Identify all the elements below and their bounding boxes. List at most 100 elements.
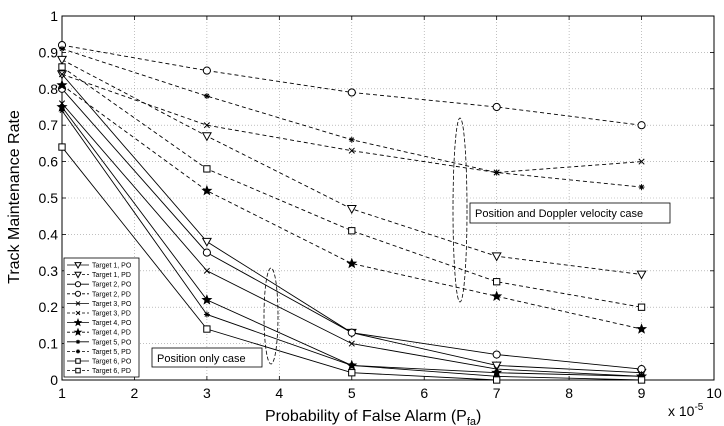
data-point (203, 325, 211, 333)
grid-lines (62, 16, 714, 380)
y-tick-label: 0.6 (39, 154, 59, 170)
axis-ticks: 1 2 3 4 5 6 7 8 9 10 0 0.1 0.2 0.3 0.4 0.5 0.6 0.7 0.8 0.9 1 (39, 8, 722, 401)
legend-marker (75, 367, 81, 374)
x-axis-multiplier: x 10-5 (668, 402, 704, 419)
annotation-doppler-box (469, 202, 671, 224)
data-point (492, 350, 501, 359)
legend-marker (75, 301, 81, 306)
legend-entry: Target 4, PD (67, 327, 131, 337)
x-tick-label: 9 (638, 385, 646, 401)
doppler-group-ellipse (452, 117, 468, 303)
series-line (61, 44, 642, 126)
data-point (346, 257, 358, 269)
legend-marker (73, 318, 83, 327)
series-12 (58, 63, 646, 311)
legend-marker (74, 271, 82, 279)
annotation-doppler: Position and Doppler velocity case (469, 202, 671, 224)
legend-label: Target 3, PO (92, 301, 132, 308)
annotation-doppler-text: Position and Doppler velocity case (475, 208, 643, 220)
data-point (493, 376, 501, 384)
series-layer (56, 41, 648, 384)
y-tick-label: 0.4 (39, 226, 59, 242)
legend-marker (74, 281, 82, 288)
data-point (491, 290, 503, 301)
legend-marker (75, 310, 81, 316)
y-tick-label: 0.8 (39, 81, 59, 97)
data-point (347, 328, 356, 337)
annotation-ellipses (263, 117, 468, 365)
series-8 (56, 79, 648, 334)
legend-label: Target 5, PO (92, 339, 132, 346)
data-point (638, 184, 645, 191)
x-axis-multiplier-exp: -5 (694, 402, 703, 413)
legend-label: Target 5, PD (92, 349, 131, 356)
legend-label: Target 6, PD (92, 368, 131, 375)
x-axis-multiplier-base: x 10 (668, 403, 695, 419)
position-group-ellipse (263, 267, 279, 365)
data-point (637, 303, 646, 311)
x-axis-label-close: ) (476, 408, 481, 425)
legend-label: Target 2, PO (92, 282, 132, 289)
data-point (201, 132, 212, 142)
x-tick-label: 7 (493, 385, 501, 401)
data-point (203, 311, 210, 318)
y-tick-label: 0.1 (39, 336, 59, 352)
annotation-position-box (151, 347, 263, 368)
legend-box (63, 257, 140, 378)
data-point (637, 121, 646, 130)
legend-label: Target 4, PO (92, 320, 132, 327)
legend-entry: Target 3, PD (67, 311, 131, 318)
data-point (58, 63, 66, 71)
legend-entry: Target 5, PO (67, 339, 132, 346)
data-point (203, 267, 210, 274)
x-tick-label: 5 (348, 385, 356, 401)
data-point (493, 278, 501, 286)
series-2 (56, 55, 647, 280)
data-point (348, 136, 355, 143)
series-10 (59, 45, 645, 191)
data-point (348, 369, 356, 377)
legend-entry: Target 6, PO (67, 358, 132, 366)
data-point (56, 55, 68, 65)
legend: Target 1, PO Target 1, PD Target 2, PO Targ… (63, 257, 140, 378)
x-tick-label: 10 (706, 385, 722, 401)
legend-label: Target 4, PD (92, 330, 131, 337)
data-point (203, 165, 211, 173)
data-point (348, 340, 355, 347)
legend-entry: Target 2, PO (67, 281, 132, 289)
legend-entry: Target 1, PO (67, 262, 132, 270)
data-point (347, 88, 356, 97)
legend-entry: Target 2, PD (67, 290, 131, 298)
data-point (348, 227, 356, 235)
y-tick-label: 0.3 (39, 263, 59, 279)
data-point (56, 79, 68, 90)
y-tick-label: 0 (50, 372, 58, 388)
legend-label: Target 1, PO (92, 263, 132, 270)
y-tick-label: 1 (50, 8, 58, 24)
data-point (201, 184, 213, 196)
data-point (59, 107, 65, 114)
data-point (348, 147, 355, 154)
y-tick-label: 0.2 (39, 299, 59, 315)
data-point (201, 237, 212, 247)
legend-marker (75, 349, 81, 354)
x-axis-label-main: Probability of False Alarm (P (265, 408, 467, 425)
x-axis-label-sub: fa (467, 416, 477, 426)
legend-label: Target 1, PD (92, 272, 131, 279)
series-11 (58, 143, 646, 384)
x-tick-label: 4 (275, 385, 283, 401)
data-point (202, 66, 211, 75)
legend-entry: Target 1, PD (67, 271, 131, 279)
y-tick-label: 0.7 (39, 117, 59, 133)
data-point (58, 71, 66, 78)
data-point (491, 361, 502, 371)
legend-entry: Target 6, PD (67, 367, 131, 375)
x-tick-label: 3 (203, 385, 211, 401)
y-axis-label: Track Maintenance Rate (6, 110, 23, 284)
annotation-position: Position only case (151, 347, 263, 368)
legend-label: Target 2, PD (92, 291, 131, 298)
legend-entry: Target 5, PD (67, 349, 131, 356)
legend-marker (75, 339, 81, 344)
data-point (203, 122, 210, 129)
x-tick-label: 6 (420, 385, 428, 401)
